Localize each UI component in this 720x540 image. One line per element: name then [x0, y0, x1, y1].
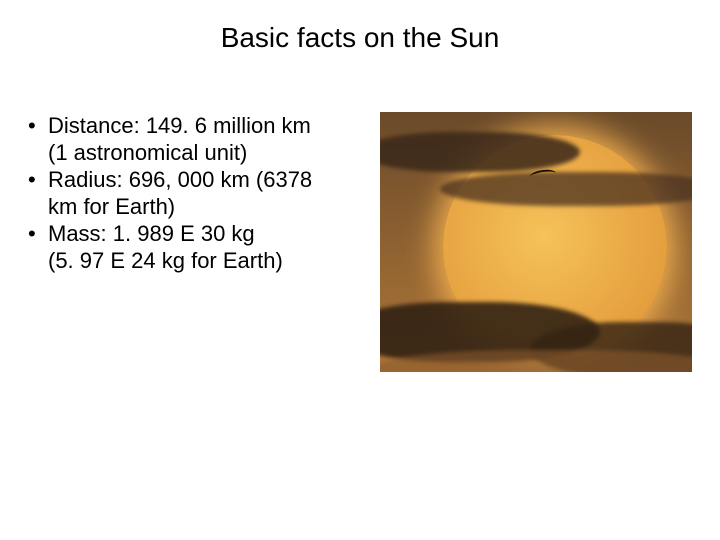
bullet-line: (5. 97 E 24 kg for Earth): [48, 248, 283, 273]
bullet-line: Radius: 696, 000 km (6378: [48, 167, 312, 192]
cloud: [440, 172, 692, 206]
cloud: [380, 132, 580, 172]
bullet-line: km for Earth): [48, 194, 175, 219]
bullet-content: Distance: 149. 6 million km (1 astronomi…: [28, 112, 362, 274]
slide-title: Basic facts on the Sun: [0, 22, 720, 54]
bullet-line: Mass: 1. 989 E 30 kg: [48, 221, 255, 246]
bullet-list: Distance: 149. 6 million km (1 astronomi…: [28, 112, 362, 274]
slide: Basic facts on the Sun Distance: 149. 6 …: [0, 0, 720, 540]
list-item: Mass: 1. 989 E 30 kg (5. 97 E 24 kg for …: [28, 220, 362, 274]
list-item: Radius: 696, 000 km (6378 km for Earth): [28, 166, 362, 220]
cloud: [380, 350, 692, 372]
sun-photo: [380, 112, 692, 372]
list-item: Distance: 149. 6 million km (1 astronomi…: [28, 112, 362, 166]
bullet-line: Distance: 149. 6 million km: [48, 113, 311, 138]
bullet-line: (1 astronomical unit): [48, 140, 247, 165]
